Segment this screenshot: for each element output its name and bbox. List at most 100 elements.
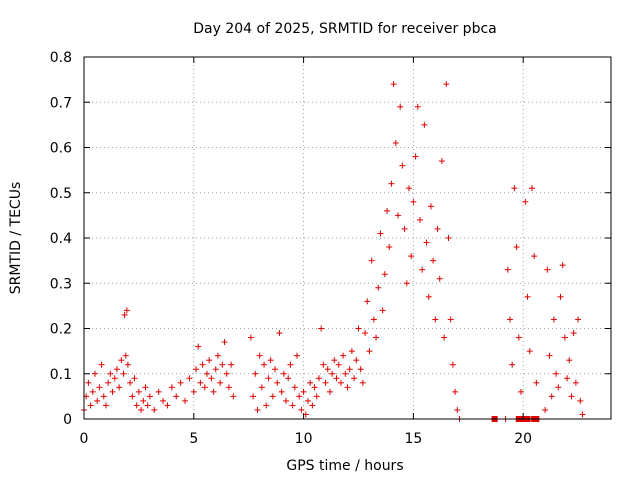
- data-point: [324, 366, 331, 373]
- data-point: [318, 325, 325, 332]
- data-point: [105, 379, 112, 386]
- data-point: [524, 293, 531, 300]
- data-point: [359, 379, 366, 386]
- data-point: [155, 388, 162, 395]
- data-point: [102, 402, 109, 409]
- y-tick-label: 0.1: [50, 367, 72, 383]
- y-tick-label: 0.8: [50, 50, 72, 66]
- data-point: [289, 402, 296, 409]
- y-tick-label: 0.4: [50, 231, 72, 247]
- data-point: [438, 158, 445, 165]
- data-point: [214, 352, 221, 359]
- data-point: [395, 212, 402, 219]
- data-point: [265, 375, 272, 382]
- data-point: [228, 361, 235, 368]
- data-point: [331, 357, 338, 364]
- data-point: [269, 393, 276, 400]
- data-point: [528, 185, 535, 192]
- data-point: [344, 384, 351, 391]
- data-point: [370, 316, 377, 323]
- data-point: [561, 334, 568, 341]
- data-point: [557, 293, 564, 300]
- data-point: [329, 370, 336, 377]
- data-point: [432, 316, 439, 323]
- data-point: [272, 366, 279, 373]
- data-point: [337, 379, 344, 386]
- data-point: [381, 271, 388, 278]
- data-point: [577, 397, 584, 404]
- data-point: [452, 388, 459, 395]
- data-point: [414, 103, 421, 110]
- data-point: [531, 253, 538, 260]
- data-point: [425, 293, 432, 300]
- data-point: [182, 397, 189, 404]
- data-point: [423, 239, 430, 246]
- data-point: [285, 375, 292, 382]
- y-tick-label: 0.2: [50, 322, 72, 338]
- data-point: [131, 375, 138, 382]
- data-point: [388, 180, 395, 187]
- data-point: [100, 393, 107, 400]
- data-point: [419, 266, 426, 273]
- data-point: [575, 316, 582, 323]
- data-point: [258, 384, 265, 391]
- data-point: [116, 384, 123, 391]
- data-point: [579, 411, 586, 418]
- data-point: [85, 379, 92, 386]
- data-point: [504, 266, 511, 273]
- data-point: [296, 393, 303, 400]
- data-point: [511, 185, 518, 192]
- data-point: [122, 352, 129, 359]
- data-point: [386, 244, 393, 251]
- chart-title: Day 204 of 2025, SRMTID for receiver pbc…: [193, 21, 496, 37]
- data-point: [364, 298, 371, 305]
- plot-frame: [83, 56, 612, 420]
- data-point: [107, 370, 114, 377]
- data-point: [164, 402, 171, 409]
- data-point: [252, 370, 259, 377]
- data-point: [550, 316, 557, 323]
- data-point: [127, 379, 134, 386]
- data-point: [133, 402, 140, 409]
- data-point: [212, 366, 219, 373]
- data-point: [118, 357, 125, 364]
- y-tick-label: 0.3: [50, 276, 72, 292]
- data-point: [366, 348, 373, 355]
- data-point: [362, 330, 369, 337]
- data-point: [195, 343, 202, 350]
- data-point: [408, 253, 415, 260]
- data-point: [441, 334, 448, 341]
- data-point: [261, 361, 268, 368]
- x-tick-label: 15: [404, 431, 422, 447]
- y-tick-label: 0.7: [50, 95, 72, 111]
- data-point: [320, 361, 327, 368]
- data-point: [197, 379, 204, 386]
- data-point: [177, 379, 184, 386]
- data-point: [399, 162, 406, 169]
- data-point: [572, 379, 579, 386]
- data-point: [553, 370, 560, 377]
- data-point: [346, 366, 353, 373]
- data-point: [160, 397, 167, 404]
- data-point: [412, 153, 419, 160]
- grid: [84, 57, 611, 419]
- data-point: [221, 339, 228, 346]
- data-point: [254, 406, 261, 413]
- data-point: [566, 357, 573, 364]
- data-point: [206, 357, 213, 364]
- y-tick-label: 0.5: [50, 186, 72, 202]
- data-point: [333, 375, 340, 382]
- data-point: [199, 361, 206, 368]
- data-point: [307, 379, 314, 386]
- data-point: [192, 366, 199, 373]
- data-points: [81, 81, 586, 422]
- data-point: [223, 370, 230, 377]
- data-point: [397, 103, 404, 110]
- data-point: [135, 388, 142, 395]
- data-point: [390, 81, 397, 88]
- data-point: [342, 370, 349, 377]
- data-point: [124, 361, 131, 368]
- data-point: [94, 397, 101, 404]
- y-axis-label: SRMTID / TECUs: [8, 182, 24, 295]
- ticks: [83, 56, 611, 420]
